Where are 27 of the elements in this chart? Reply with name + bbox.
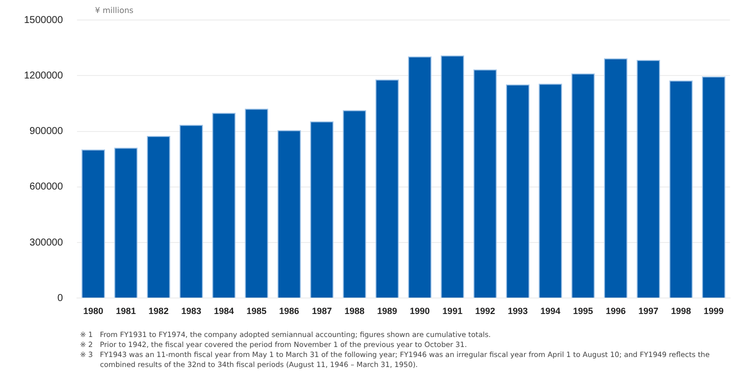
x-tick-label: 1991 bbox=[442, 306, 462, 316]
x-tick-label: 1983 bbox=[181, 306, 202, 316]
x-tick-label: 1997 bbox=[638, 306, 658, 316]
x-tick-label: 1982 bbox=[148, 306, 169, 316]
x-tick-label: 1986 bbox=[279, 306, 300, 316]
x-tick-label: 1995 bbox=[573, 306, 594, 316]
y-tick-label: 1500000 bbox=[24, 14, 64, 26]
x-tick-label: 1988 bbox=[344, 306, 364, 316]
y-tick-label: 900000 bbox=[30, 126, 64, 138]
x-tick-label: 1992 bbox=[475, 306, 496, 316]
x-tick-label: 1996 bbox=[606, 306, 626, 316]
y-tick-label: 1200000 bbox=[24, 70, 64, 82]
x-tick-label: 1985 bbox=[246, 306, 267, 316]
x-tick-label: 1984 bbox=[214, 306, 234, 316]
x-tick-label: 1981 bbox=[116, 306, 136, 316]
x-tick-label: 1980 bbox=[83, 306, 104, 316]
x-tick-label: 1998 bbox=[671, 306, 692, 316]
x-tick-label: 1994 bbox=[540, 306, 560, 316]
x-tick-label: 1989 bbox=[377, 306, 398, 316]
y-tick-label: 300000 bbox=[30, 237, 64, 248]
y-tick-label: 0 bbox=[57, 292, 64, 304]
y-axis-title: ¥ millions bbox=[95, 6, 134, 15]
x-tick-label: 1987 bbox=[312, 306, 332, 316]
y-tick-label: 600000 bbox=[30, 182, 64, 193]
x-tick-label: 1993 bbox=[508, 306, 528, 316]
x-tick-label: 1999 bbox=[704, 306, 724, 316]
x-tick-label: 1990 bbox=[410, 306, 430, 316]
